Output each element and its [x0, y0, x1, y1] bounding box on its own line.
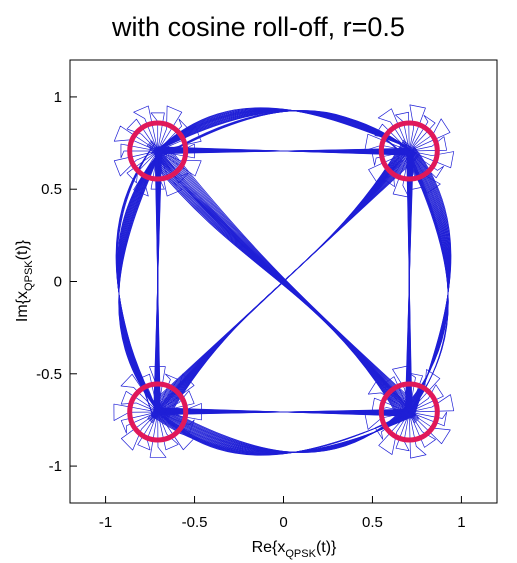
constellation-highlights: [127, 120, 440, 443]
x-axis-label-suffix: (t)}: [316, 539, 337, 556]
corner-petal-trace: [149, 411, 167, 458]
corner-petal-trace: [120, 390, 159, 413]
bottom-arc-trace: [162, 415, 405, 456]
x-axis-label-prefix: Re{x: [252, 539, 286, 556]
y-axis-ticks: 1 0.5 0 -0.5 -1: [36, 89, 77, 475]
corner-petal-trace: [377, 108, 410, 152]
x-tick-label: 0.5: [362, 514, 383, 531]
corner-petal-trace: [120, 143, 159, 159]
straight-left-trace: [153, 150, 163, 413]
top-arc-trace: [161, 107, 406, 147]
diagonal-trace: [161, 146, 412, 411]
x-tick-label: 1: [457, 514, 465, 531]
y-tick-label: 0: [54, 274, 62, 291]
corner-petal-trace: [408, 384, 444, 413]
corner-petal-trace: [157, 411, 195, 434]
x-tick-label: -1: [99, 514, 112, 531]
x-axis-ticks: -1 -0.5 0 0.5 1: [99, 496, 466, 531]
x-tick-label: -0.5: [182, 514, 208, 531]
constellation-highlight-circle: [378, 120, 440, 182]
corner-petal-trace: [126, 150, 159, 184]
y-tick-label: -1: [49, 458, 62, 475]
constellation-highlight-circle: [127, 120, 189, 182]
corner-petal-trace: [157, 150, 189, 184]
left-arc-trace: [118, 146, 163, 417]
corner-petal-trace: [392, 365, 410, 413]
corner-petal-trace: [157, 118, 189, 152]
corner-petal-trace: [133, 105, 159, 152]
y-axis-label: Im{xQPSK(t)}: [14, 239, 35, 322]
y-tick-label: 0.5: [41, 181, 62, 198]
corner-petal-trace: [408, 136, 447, 152]
left-arc-trace: [116, 145, 154, 418]
constellation-highlight-circle: [127, 381, 189, 443]
top-arc-trace: [162, 110, 405, 156]
corner-petal-trace: [371, 150, 410, 166]
y-axis-label-subscript: QPSK: [23, 260, 35, 291]
x-axis-label-subscript: QPSK: [285, 548, 316, 560]
constellation-highlight-circle: [378, 381, 440, 443]
corner-petal-trace: [408, 150, 444, 179]
corner-petal-trace: [157, 150, 183, 197]
corner-petal-trace: [374, 123, 410, 152]
trajectory-traces: [113, 104, 455, 459]
corner-petal-trace: [383, 150, 410, 187]
corner-petal-trace: [157, 390, 195, 413]
x-tick-label: 0: [279, 514, 287, 531]
y-axis-label-suffix: (t)}: [14, 239, 31, 260]
straight-bottom-trace: [157, 407, 410, 417]
y-axis-label-prefix: Im{x: [14, 291, 31, 322]
corner-petal-trace: [392, 150, 410, 198]
chart-title: with cosine roll-off, r=0.5: [112, 12, 405, 42]
corner-petal-trace: [408, 411, 427, 459]
straight-right-trace: [404, 150, 414, 413]
straight-top-trace: [157, 146, 410, 156]
corner-petal-trace: [157, 143, 195, 159]
corner-petal-trace: [126, 118, 159, 152]
x-axis-label: Re{xQPSK(t)}: [252, 539, 337, 560]
right-arc-trace: [404, 145, 449, 418]
corner-petal-trace: [408, 150, 441, 194]
corner-petal-trace: [408, 115, 436, 152]
y-tick-label: 1: [54, 89, 62, 106]
corner-petal-trace: [149, 366, 166, 413]
corner-petal-trace: [120, 411, 159, 434]
corner-petal-trace: [371, 397, 410, 413]
corner-petal-trace: [374, 411, 410, 440]
corner-petal-trace: [408, 411, 447, 427]
corner-petal-trace: [408, 104, 426, 152]
y-tick-label: -0.5: [36, 366, 62, 383]
